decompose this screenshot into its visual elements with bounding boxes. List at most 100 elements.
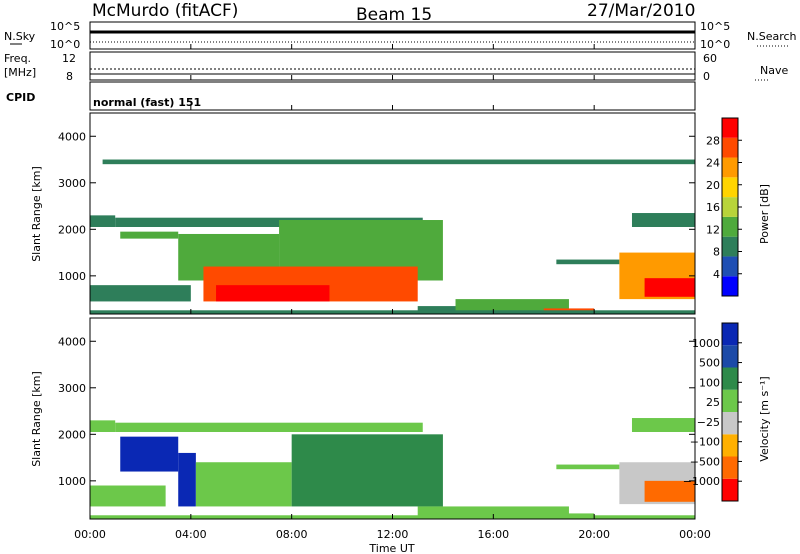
colorbar-tick-label: 4 bbox=[713, 268, 720, 281]
heatmap-cell bbox=[644, 480, 695, 502]
colorbar-segment bbox=[722, 118, 738, 138]
colorbar-segment bbox=[722, 367, 738, 390]
colorbar-frame bbox=[721, 322, 739, 502]
heatmap-cell bbox=[455, 299, 569, 314]
x-tick-label: 16:00 bbox=[477, 528, 509, 541]
x-tick-label: 00:00 bbox=[679, 528, 711, 541]
y-tick-label: 4000 bbox=[58, 130, 86, 143]
power-colorbar-label: Power [dB] bbox=[758, 184, 771, 244]
colorbar-tick-label: 24 bbox=[706, 157, 720, 170]
colorbar-segment bbox=[722, 256, 738, 277]
colorbar-tick-label: −1000 bbox=[683, 475, 720, 488]
nsearch-label: N.Search bbox=[747, 30, 797, 43]
colorbar-segment bbox=[722, 412, 738, 435]
x-tick-label: 00:00 bbox=[74, 528, 106, 541]
freq-tick-bottom: 8 bbox=[66, 70, 73, 83]
heatmap-cell bbox=[115, 217, 423, 227]
colorbar-segment bbox=[722, 456, 738, 479]
colorbar-segment bbox=[722, 345, 738, 368]
heatmap-cell bbox=[631, 418, 695, 432]
colorbar-tick-label: 28 bbox=[706, 134, 720, 147]
colorbar-tick-label: 100 bbox=[699, 376, 720, 389]
station-title: McMurdo (fitACF) bbox=[92, 1, 238, 21]
velocity-heatmap bbox=[90, 418, 695, 519]
y-tick-label: 3000 bbox=[58, 177, 86, 190]
nave-label: Nave bbox=[760, 64, 788, 77]
velocity-panel bbox=[89, 317, 696, 520]
colorbar-tick-label: 1000 bbox=[692, 337, 720, 350]
freq-tick-top: 12 bbox=[62, 52, 76, 65]
colorbar-tick-label: 20 bbox=[706, 179, 720, 192]
x-tick-label: 04:00 bbox=[175, 528, 207, 541]
heatmap-cell bbox=[178, 452, 196, 507]
colorbar-segment bbox=[722, 434, 738, 457]
noise-tick-left-top: 10^5 bbox=[50, 20, 80, 33]
heatmap-cell bbox=[115, 422, 423, 432]
power-panel bbox=[89, 112, 696, 315]
heatmap-cell bbox=[291, 434, 443, 507]
colorbar-segment bbox=[722, 323, 738, 346]
heatmap-cell bbox=[90, 485, 166, 507]
velocity-colorbar-label: Velocity [m s⁻¹] bbox=[758, 376, 771, 461]
heatmap-cell bbox=[102, 159, 695, 165]
xlabel: Time UT bbox=[368, 542, 414, 554]
noise-panel: N.Sky 10^5 10^0 10^5 10^0 N.Search bbox=[4, 20, 797, 51]
power-colorbar: 28 24 20 16 12 8 4 bbox=[706, 117, 742, 297]
heatmap-cell bbox=[556, 259, 620, 265]
x-tick-label: 12:00 bbox=[377, 528, 409, 541]
colorbar-segment bbox=[722, 197, 738, 217]
nsky-label: N.Sky bbox=[4, 30, 36, 43]
cpid-label: CPID bbox=[6, 91, 35, 104]
colorbar-tick-label: −100 bbox=[690, 436, 720, 449]
noise-tick-right-top: 10^5 bbox=[700, 20, 730, 33]
x-tick-label: 08:00 bbox=[276, 528, 308, 541]
heatmap-cell bbox=[120, 436, 179, 472]
heatmap-cell bbox=[417, 506, 569, 519]
colorbar-tick-label: 25 bbox=[706, 396, 720, 409]
heatmap-cell bbox=[644, 278, 695, 297]
power-ylabel: Slant Range [km] bbox=[30, 166, 43, 262]
heatmap-cell bbox=[556, 464, 620, 470]
colorbar-segment bbox=[722, 276, 738, 296]
axis-ticks: 4000 3000 2000 1000 4000 3000 2000 1000 00:00 04:… bbox=[58, 44, 711, 541]
noise-tick-left-bottom: 10^0 bbox=[50, 38, 80, 51]
heatmap-cell bbox=[216, 285, 330, 302]
heatmap-cell bbox=[90, 285, 191, 302]
colorbar-segment bbox=[722, 389, 738, 412]
y-tick-label: 3000 bbox=[58, 382, 86, 395]
colorbar-segment bbox=[722, 177, 738, 198]
beam-title: Beam 15 bbox=[356, 5, 432, 25]
noise-tick-right-bottom: 10^0 bbox=[700, 38, 730, 51]
date-title: 27/Mar/2010 bbox=[587, 1, 695, 21]
colorbar-segment bbox=[722, 478, 738, 501]
colorbar-tick-label: −25 bbox=[697, 416, 720, 429]
heatmap-cell bbox=[90, 215, 116, 227]
noise-traces bbox=[90, 30, 695, 43]
heatmap-cell bbox=[90, 420, 116, 432]
y-tick-label: 1000 bbox=[58, 270, 86, 283]
colorbar-segment bbox=[722, 157, 738, 178]
y-tick-label: 2000 bbox=[58, 223, 86, 236]
y-tick-label: 2000 bbox=[58, 428, 86, 441]
cpid-value: normal (fast) 151 bbox=[93, 96, 201, 109]
colorbar-tick-label: 8 bbox=[713, 246, 720, 259]
y-tick-label: 4000 bbox=[58, 335, 86, 348]
colorbar-segment bbox=[722, 236, 738, 257]
velocity-colorbar: 1000 500 100 25 −25 −100 −500 −1000 bbox=[683, 322, 742, 502]
power-heatmap bbox=[90, 159, 695, 314]
heatmap-cell bbox=[195, 462, 292, 507]
freq-panel: Freq. [MHz] 12 8 60 0 Nave bbox=[4, 51, 788, 83]
colorbar-tick-label: 500 bbox=[699, 357, 720, 370]
heatmap-cell bbox=[120, 231, 179, 239]
velocity-ylabel: Slant Range [km] bbox=[30, 371, 43, 467]
nave-tick-bottom: 0 bbox=[703, 70, 710, 83]
colorbar-segment bbox=[722, 137, 738, 158]
cpid-panel: CPID normal (fast) 151 bbox=[6, 81, 696, 111]
colorbar-tick-label: −500 bbox=[690, 455, 720, 468]
freq-unit-label: [MHz] bbox=[4, 66, 36, 79]
x-tick-label: 20:00 bbox=[578, 528, 610, 541]
colorbar-segment bbox=[722, 216, 738, 237]
heatmap-cell bbox=[631, 213, 695, 227]
y-tick-label: 1000 bbox=[58, 475, 86, 488]
